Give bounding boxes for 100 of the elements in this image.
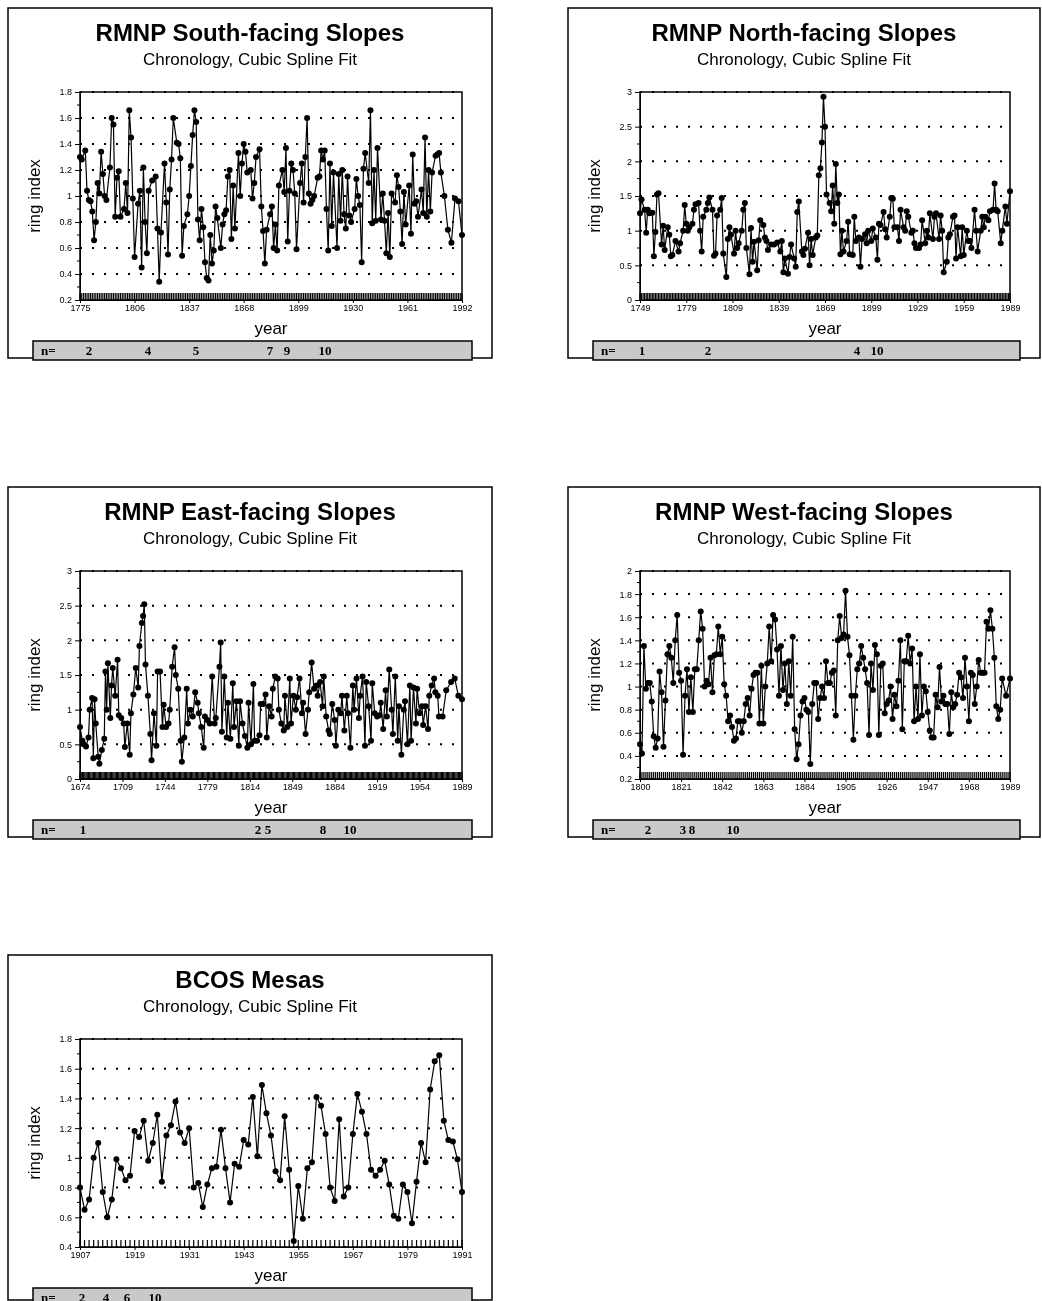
y-tick-label: 0 [626,295,632,306]
y-tick-label: 0.8 [59,1182,72,1193]
y-tick-label: 2 [66,635,72,646]
chart-subtitle: Chronology, Cubic Spline Fit [142,997,358,1016]
y-tick-label: 0.8 [619,705,632,716]
y-tick-label: 1.2 [59,1123,72,1134]
x-axis-title: year [254,798,288,817]
y-tick-label: 0.6 [619,728,632,739]
x-tick-label: 1979 [397,1249,418,1260]
y-tick-label: 0.5 [59,739,72,750]
chart-title: RMNP West-facing Slopes [655,498,953,525]
x-tick-label: 1947 [918,781,939,792]
x-tick-label: 1959 [954,302,975,313]
text: n= [41,822,56,837]
x-tick-label: 1839 [769,302,790,313]
chart-subtitle: Chronology, Cubic Spline Fit [142,529,358,548]
text: 10 [726,822,740,837]
x-tick-label: 1884 [325,781,346,792]
y-tick-label: 0.2 [619,774,632,785]
x-tick-label: 1800 [630,781,651,792]
y-tick-label: 1.8 [619,589,632,600]
x-tick-label: 1869 [815,302,836,313]
text: 2 [644,822,652,837]
y-tick-label: 1 [626,681,632,692]
x-tick-label: 1929 [907,302,929,313]
x-tick-label: 1905 [836,781,857,792]
y-tick-label: 1.8 [59,87,72,98]
x-tick-label: 1821 [671,781,692,792]
text: 1 [79,822,87,837]
y-tick-label: 1 [626,226,632,237]
x-tick-label: 1955 [288,1249,309,1260]
text: 3 [679,822,687,837]
x-axis-title: year [254,319,288,338]
x-tick-label: 1991 [452,1249,473,1260]
y-axis-title: ring index [585,637,604,712]
text: n= [601,343,616,358]
x-tick-label: 1989 [1000,302,1021,313]
text: 9 [283,343,291,358]
y-axis-title: ring index [25,637,44,712]
y-tick-label: 0.4 [619,751,632,762]
y-tick-label: 1.5 [59,670,72,681]
text: 4 [853,343,861,358]
y-tick-label: 0.4 [59,269,72,280]
y-tick-label: 1 [66,1153,72,1164]
y-axis-title: ring index [585,158,604,233]
x-tick-label: 1814 [240,781,261,792]
x-tick-label: 1779 [197,781,218,792]
y-tick-label: 0.6 [59,243,72,254]
x-tick-label: 1809 [722,302,744,313]
x-tick-label: 1967 [343,1249,364,1260]
x-tick-label: 1989 [452,781,473,792]
y-tick-label: 1.4 [619,635,632,646]
x-tick-label: 1919 [367,781,388,792]
y-tick-label: 1.4 [59,1093,72,1104]
y-tick-label: 0.4 [59,1242,72,1253]
x-tick-label: 1899 [288,302,309,313]
chart-title: RMNP East-facing Slopes [104,498,396,525]
y-tick-label: 1 [66,705,72,716]
chart-title: RMNP North-facing Slopes [651,19,957,46]
y-tick-label: 0.6 [59,1212,72,1223]
x-tick-label: 1992 [452,302,473,313]
x-tick-label: 1779 [676,302,697,313]
x-tick-label: 1954 [410,781,431,792]
text: n= [601,822,616,837]
y-tick-label: 1.4 [59,139,72,150]
chart-subtitle: Chronology, Cubic Spline Fit [142,50,358,69]
y-tick-label: 0 [66,774,72,785]
y-tick-label: 1.2 [619,658,632,669]
x-tick-label: 1919 [125,1249,146,1260]
x-tick-label: 1961 [397,302,418,313]
chart-title: BCOS Mesas [175,966,325,993]
y-tick-label: 2 [626,566,632,577]
x-tick-label: 1749 [630,302,651,313]
text: 10 [343,822,357,837]
chart-title: RMNP South-facing Slopes [95,19,405,46]
y-tick-label: 3 [66,566,72,577]
chart-subtitle: Chronology, Cubic Spline Fit [696,529,912,548]
x-axis-title: year [808,319,842,338]
x-tick-label: 1989 [1000,781,1021,792]
x-tick-label: 1806 [125,302,146,313]
x-tick-label: 1907 [70,1249,91,1260]
y-tick-label: 2.5 [619,122,632,133]
x-tick-label: 1744 [155,781,176,792]
text: 1 [638,343,646,358]
text: n= [41,343,56,358]
x-axis-title: year [808,798,842,817]
text: 2 [254,822,262,837]
x-tick-label: 1943 [234,1249,255,1260]
y-tick-label: 1.6 [59,1064,72,1075]
text: 2 [85,343,93,358]
text: 5 [192,343,200,358]
text: 5 [264,822,272,837]
y-tick-label: 0.2 [59,295,72,306]
text: 7 [266,343,274,358]
x-tick-label: 1674 [70,781,91,792]
x-tick-label: 1884 [794,781,815,792]
text: 8 [319,822,327,837]
y-tick-label: 3 [626,87,632,98]
y-tick-label: 1.8 [59,1034,72,1045]
text: 4 [144,343,152,358]
